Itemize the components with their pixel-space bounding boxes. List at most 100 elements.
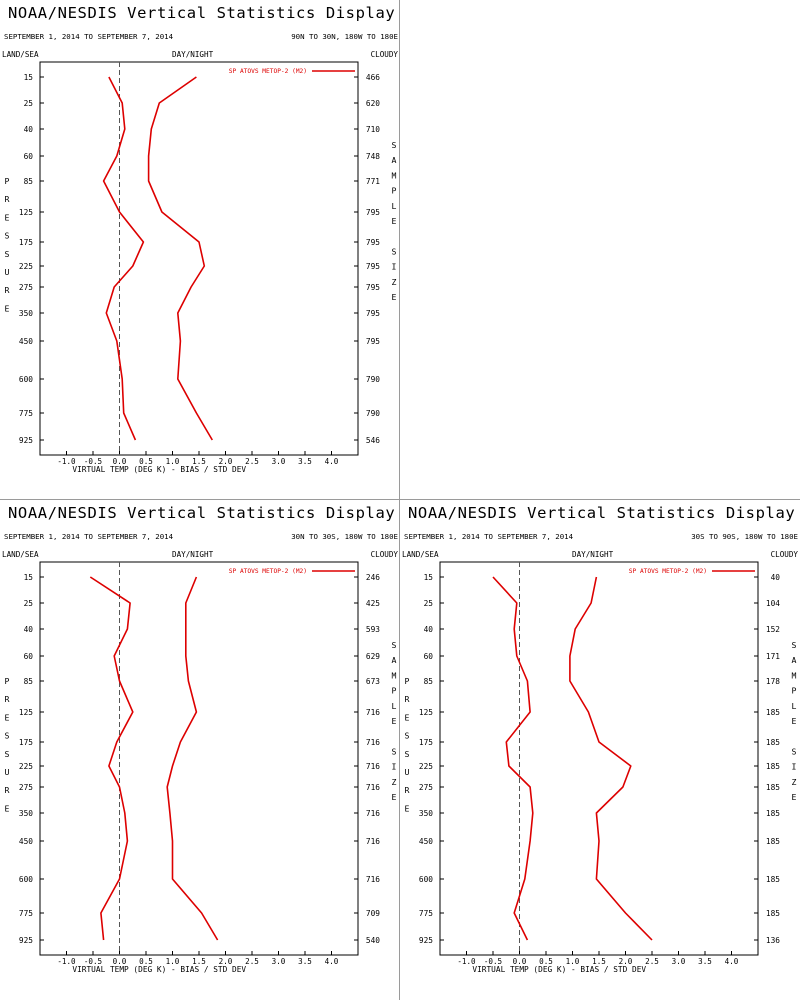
pressure-axis-letter: S xyxy=(5,249,10,259)
plot-frame xyxy=(439,561,759,956)
pressure-axis-letter: P xyxy=(5,176,10,186)
sample-size-axis-letter: L xyxy=(392,701,397,711)
sample-size-label: 795 xyxy=(366,283,380,292)
profile-chart: -1.0 -0.5 0.0 0.5 1.0 1.5 2.0 2.5 3.0 3.5 4.0 VIRTU… xyxy=(5,61,397,474)
pressure-label: 60 xyxy=(24,652,34,661)
sample-size-axis-letter: E xyxy=(392,216,397,226)
sample-size-axis-letter: E xyxy=(392,292,397,302)
pressure-label: 25 xyxy=(424,599,434,608)
profile-chart: -1.0 -0.5 0.0 0.5 1.0 1.5 2.0 2.5 3.0 3.5 4.0 VIRTU… xyxy=(5,561,397,974)
sample-size-axis-letter: P xyxy=(392,186,397,196)
sample-size-label: 593 xyxy=(366,625,380,634)
plot-frame xyxy=(39,61,359,456)
pressure-axis-letter: E xyxy=(405,803,410,813)
pressure-label: 350 xyxy=(419,809,433,818)
sample-size-label: 795 xyxy=(366,337,380,346)
pressure-label: 450 xyxy=(19,837,33,846)
sample-size-label: 790 xyxy=(366,375,380,384)
pressure-label: 775 xyxy=(19,409,33,418)
sample-size-label: 171 xyxy=(766,652,780,661)
plot-frame xyxy=(39,561,359,956)
pressure-label: 125 xyxy=(19,208,33,217)
x-tick-label: 0.0 xyxy=(113,457,127,466)
pressure-label: 15 xyxy=(24,573,34,582)
sample-size-label: 185 xyxy=(766,909,780,918)
sample-size-label: 710 xyxy=(366,125,380,134)
sample-size-axis-letter: Z xyxy=(392,277,397,287)
sample-size-label: 716 xyxy=(366,738,380,747)
date-range: SEPTEMBER 1, 2014 TO SEPTEMBER 7, 2014 xyxy=(4,32,174,41)
x-tick-label: 2.0 xyxy=(619,957,633,966)
sample-size-axis-letter: I xyxy=(392,262,397,272)
x-axis-label: VIRTUAL TEMP (DEG K) - BIAS / STD DEV xyxy=(72,965,246,974)
pressure-axis-letter: R xyxy=(5,785,10,795)
sample-size-axis-letter: E xyxy=(392,716,397,726)
pressure-axis-letter: E xyxy=(5,212,10,222)
sample-size-label: 716 xyxy=(366,783,380,792)
sample-size-label: 620 xyxy=(366,99,380,108)
x-tick-label: -0.5 xyxy=(84,957,102,966)
pressure-label: 600 xyxy=(419,875,433,884)
x-tick-label: 1.5 xyxy=(192,457,206,466)
chart-panel-30s-90s: NOAA/NESDIS Vertical Statistics Display … xyxy=(400,500,800,1000)
pressure-label: 175 xyxy=(19,238,33,247)
sample-size-label: 185 xyxy=(766,738,780,747)
sample-size-axis-letter: M xyxy=(392,670,397,680)
pressure-label: 175 xyxy=(19,738,33,747)
pressure-label: 600 xyxy=(19,875,33,884)
x-axis-label: VIRTUAL TEMP (DEG K) - BIAS / STD DEV xyxy=(72,465,246,474)
x-tick-label: -0.5 xyxy=(84,457,102,466)
day-night-header: DAY/NIGHT xyxy=(172,550,214,559)
sample-size-axis-letter: A xyxy=(392,155,397,165)
chart-panel-90n-30n: NOAA/NESDIS Vertical Statistics Display … xyxy=(0,0,400,500)
pressure-label: 125 xyxy=(19,708,33,717)
x-tick-label: 3.0 xyxy=(272,457,286,466)
vertical-divider xyxy=(399,0,400,1000)
pressure-axis-letter: U xyxy=(5,267,10,277)
sample-size-label: 104 xyxy=(766,599,780,608)
x-tick-label: 0.5 xyxy=(539,957,553,966)
profile-chart: -1.0 -0.5 0.0 0.5 1.0 1.5 2.0 2.5 3.0 3.5 4.0 VIRTU… xyxy=(405,561,797,974)
pressure-label: 85 xyxy=(24,677,34,686)
pressure-label: 600 xyxy=(19,375,33,384)
sample-size-axis-letter: S xyxy=(392,640,397,650)
sample-size-axis-letter: S xyxy=(792,640,797,650)
x-tick-label: 3.0 xyxy=(272,957,286,966)
pressure-axis-letter: S xyxy=(5,731,10,741)
pressure-label: 15 xyxy=(424,573,434,582)
pressure-axis-letter: R xyxy=(5,194,10,204)
pressure-label: 25 xyxy=(24,99,34,108)
legend-label: SP ATOVS METOP-2 (M2) xyxy=(229,568,307,575)
sample-size-axis-letter: Z xyxy=(392,777,397,787)
sample-size-label: 716 xyxy=(366,708,380,717)
sample-size-label: 246 xyxy=(366,573,380,582)
pressure-label: 40 xyxy=(24,625,34,634)
pressure-label: 225 xyxy=(19,262,33,271)
sample-size-label: 790 xyxy=(366,409,380,418)
chart-panel-30n-30s: NOAA/NESDIS Vertical Statistics Display … xyxy=(0,500,400,1000)
sample-size-label: 185 xyxy=(766,809,780,818)
sample-size-label: 795 xyxy=(366,238,380,247)
x-tick-label: 1.5 xyxy=(192,957,206,966)
sample-size-axis-letter: E xyxy=(792,716,797,726)
sample-size-axis-letter: S xyxy=(392,746,397,756)
sample-size-axis-letter: I xyxy=(392,762,397,772)
sample-size-label: 716 xyxy=(366,837,380,846)
pressure-label: 925 xyxy=(19,936,33,945)
sample-size-label: 540 xyxy=(366,936,380,945)
pressure-label: 60 xyxy=(24,152,34,161)
sample-size-label: 673 xyxy=(366,677,380,686)
x-tick-label: 2.5 xyxy=(245,957,259,966)
pressure-axis-letter: R xyxy=(5,694,10,704)
land-sea-header: LAND/SEA xyxy=(2,50,39,59)
pressure-axis-letter: S xyxy=(405,749,410,759)
x-tick-label: 4.0 xyxy=(325,957,339,966)
x-axis-label: VIRTUAL TEMP (DEG K) - BIAS / STD DEV xyxy=(472,965,646,974)
x-tick-label: 1.0 xyxy=(166,457,180,466)
pressure-label: 40 xyxy=(424,625,434,634)
x-tick-label: 1.0 xyxy=(166,957,180,966)
pressure-label: 225 xyxy=(19,762,33,771)
pressure-axis-letter: S xyxy=(405,731,410,741)
sample-size-label: 185 xyxy=(766,875,780,884)
pressure-label: 225 xyxy=(419,762,433,771)
